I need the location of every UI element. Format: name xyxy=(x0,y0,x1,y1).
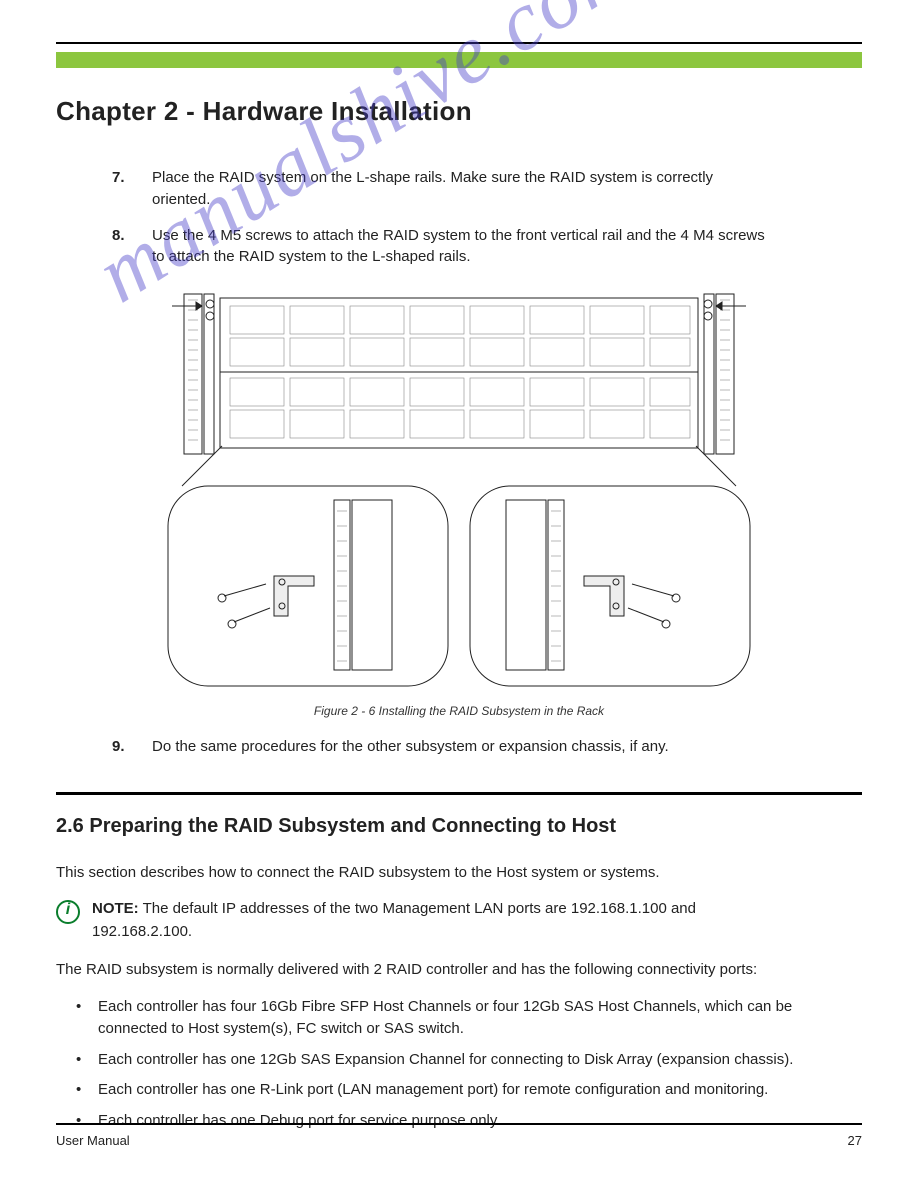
step-text: Use the 4 M5 screws to attach the RAID s… xyxy=(152,225,772,269)
info-icon xyxy=(56,900,80,924)
list-item-text: Each controller has one 12Gb SAS Expansi… xyxy=(98,1049,793,1072)
step-list-a: 7. Place the RAID system on the L-shape … xyxy=(56,167,862,268)
note-block: NOTE: The default IP addresses of the tw… xyxy=(56,898,796,943)
page: Chapter 2 - Hardware Installation manual… xyxy=(0,0,918,1188)
note-text: The default IP addresses of the two Mana… xyxy=(92,900,696,940)
section-title: 2.6 Preparing the RAID Subsystem and Con… xyxy=(56,815,862,838)
chapter-title: Chapter 2 - Hardware Installation xyxy=(56,96,862,127)
figure-svg xyxy=(154,286,764,696)
step-item: 7. Place the RAID system on the L-shape … xyxy=(112,167,772,211)
note-body: NOTE: The default IP addresses of the tw… xyxy=(92,898,796,943)
step-number: 7. xyxy=(112,167,136,211)
accent-bar xyxy=(56,52,862,68)
footer-page-number: 27 xyxy=(848,1133,862,1148)
step-list-b: 9. Do the same procedures for the other … xyxy=(56,736,862,758)
list-item: • Each controller has four 16Gb Fibre SF… xyxy=(76,996,796,1041)
step-number: 8. xyxy=(112,225,136,269)
figure: Figure 2 - 6 Installing the RAID Subsyst… xyxy=(56,286,862,718)
figure-caption: Figure 2 - 6 Installing the RAID Subsyst… xyxy=(154,704,764,718)
bullet-mark: • xyxy=(76,996,88,1041)
footer-rule xyxy=(56,1123,862,1125)
list-item: • Each controller has one 12Gb SAS Expan… xyxy=(76,1049,796,1072)
body-paragraph: This section describes how to connect th… xyxy=(56,862,796,885)
step-item: 8. Use the 4 M5 screws to attach the RAI… xyxy=(112,225,772,269)
body-paragraph: The RAID subsystem is normally delivered… xyxy=(56,959,796,982)
step-text: Place the RAID system on the L-shape rai… xyxy=(152,167,772,211)
footer-left: User Manual xyxy=(56,1133,130,1148)
page-footer: User Manual 27 xyxy=(56,1123,862,1148)
top-rule xyxy=(56,42,862,44)
step-text: Do the same procedures for the other sub… xyxy=(152,736,669,758)
step-item: 9. Do the same procedures for the other … xyxy=(112,736,772,758)
note-label: NOTE: xyxy=(92,900,139,917)
step-number: 9. xyxy=(112,736,136,758)
bullet-mark: • xyxy=(76,1049,88,1072)
list-item-text: Each controller has one R-Link port (LAN… xyxy=(98,1079,768,1102)
bullet-list: • Each controller has four 16Gb Fibre SF… xyxy=(56,996,796,1133)
list-item-text: Each controller has four 16Gb Fibre SFP … xyxy=(98,996,796,1041)
watermark-text: manualshive.com xyxy=(80,0,653,322)
section-rule xyxy=(56,792,862,795)
bullet-mark: • xyxy=(76,1079,88,1102)
list-item: • Each controller has one R-Link port (L… xyxy=(76,1079,796,1102)
